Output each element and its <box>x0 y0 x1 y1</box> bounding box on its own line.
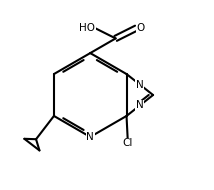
Text: O: O <box>136 23 144 33</box>
Text: N: N <box>86 132 94 142</box>
Text: N: N <box>136 80 144 89</box>
Text: N: N <box>136 101 144 110</box>
Text: HO: HO <box>79 23 95 33</box>
Text: Cl: Cl <box>123 138 133 148</box>
